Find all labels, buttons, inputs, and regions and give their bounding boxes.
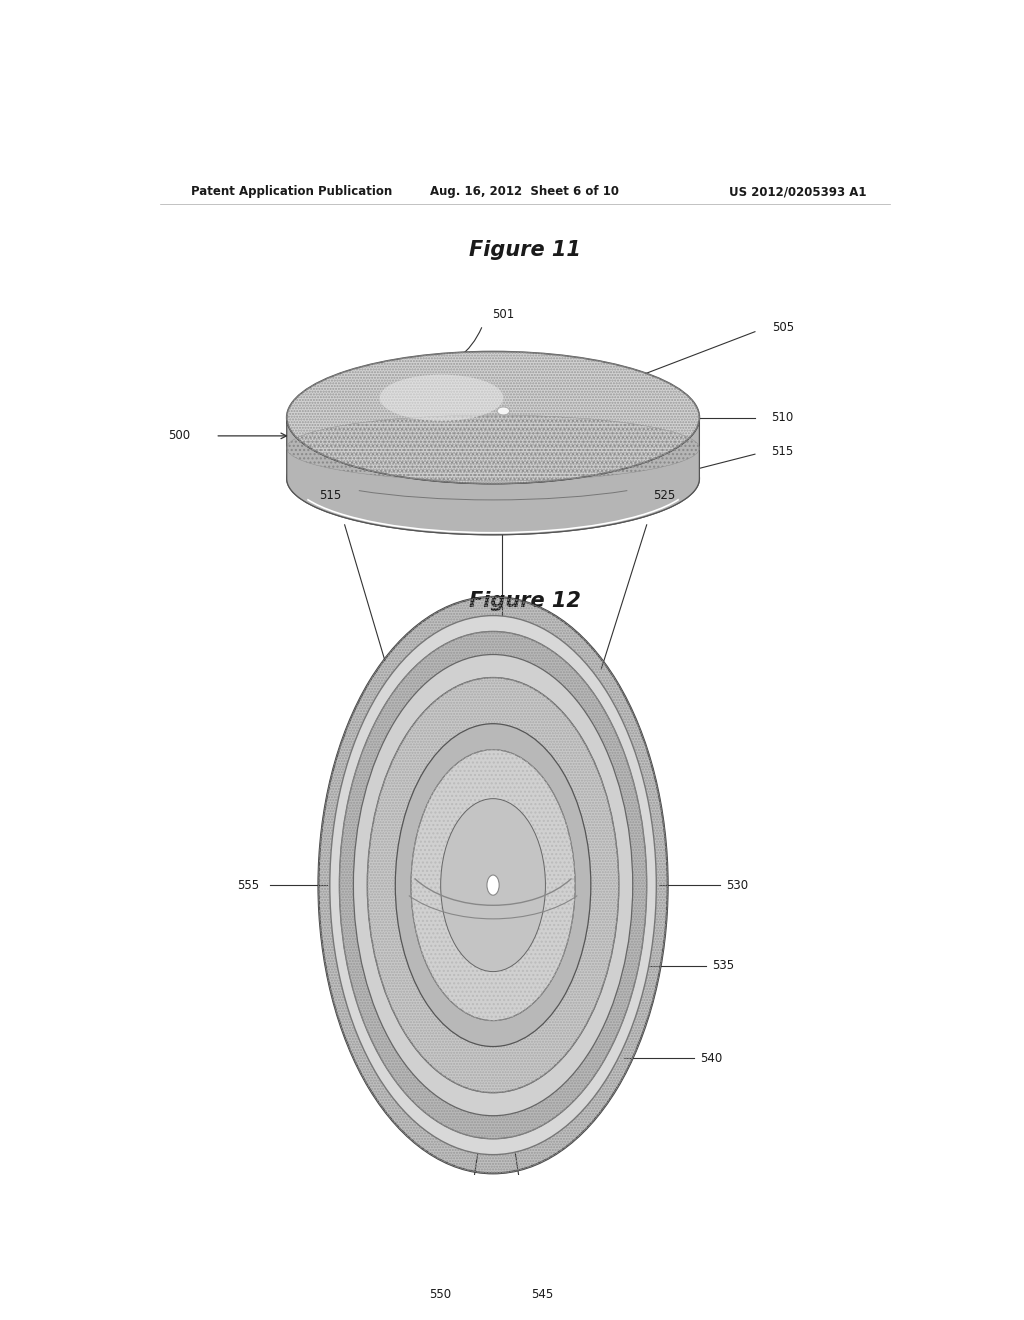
Text: 501: 501 [493,308,514,321]
Ellipse shape [380,375,504,421]
Text: Figure 12: Figure 12 [469,590,581,611]
Text: 550: 550 [430,1288,452,1302]
Ellipse shape [395,723,591,1047]
Text: 500: 500 [169,429,190,442]
Text: 540: 540 [700,1052,722,1064]
Ellipse shape [330,615,656,1155]
Ellipse shape [487,875,499,895]
Text: 525: 525 [653,490,675,503]
Ellipse shape [353,655,633,1115]
Ellipse shape [440,799,546,972]
Text: 515: 515 [772,445,794,458]
Text: 520: 520 [490,470,513,482]
Ellipse shape [287,351,699,483]
Text: US 2012/0205393 A1: US 2012/0205393 A1 [728,185,866,198]
Text: 515: 515 [319,490,342,503]
Text: 555: 555 [238,879,260,891]
Text: 535: 535 [713,960,734,973]
Text: 510: 510 [772,411,794,424]
Ellipse shape [318,597,668,1173]
Text: 530: 530 [726,879,749,891]
Text: Patent Application Publication: Patent Application Publication [191,185,393,198]
Ellipse shape [498,407,510,414]
Text: Aug. 16, 2012  Sheet 6 of 10: Aug. 16, 2012 Sheet 6 of 10 [430,185,620,198]
Text: 505: 505 [772,321,794,334]
Ellipse shape [411,750,575,1020]
Ellipse shape [339,631,647,1139]
Ellipse shape [368,677,618,1093]
Polygon shape [287,417,699,535]
Text: 545: 545 [530,1288,553,1302]
Text: Figure 11: Figure 11 [469,240,581,260]
Ellipse shape [287,422,699,535]
